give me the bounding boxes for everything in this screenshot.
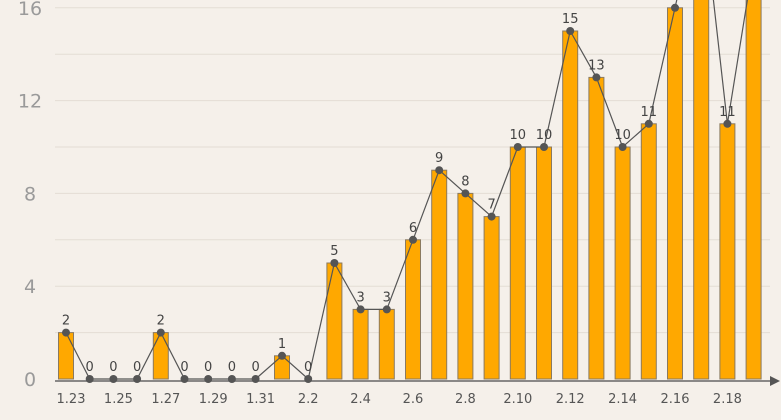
data-point <box>133 375 142 383</box>
data-label: 16 <box>667 0 684 4</box>
data-label: 0 <box>133 360 141 375</box>
data-point <box>644 119 653 128</box>
bar <box>405 239 421 380</box>
data-label: 10 <box>536 128 553 143</box>
data-point <box>409 235 417 244</box>
data-label: 0 <box>304 360 312 375</box>
x-tick-label: 1.23 <box>57 392 86 407</box>
data-point <box>109 375 118 383</box>
bar <box>562 30 579 380</box>
x-axis <box>55 376 780 386</box>
data-point <box>723 119 732 128</box>
data-point <box>671 3 679 12</box>
data-label: 3 <box>383 290 391 305</box>
data-point <box>62 328 70 337</box>
bar <box>667 7 683 380</box>
data-label: 2 <box>157 314 165 329</box>
data-point <box>180 375 189 383</box>
bar <box>719 123 736 380</box>
data-label: 0 <box>86 360 94 375</box>
x-tick-label: 1.25 <box>104 392 133 407</box>
data-point <box>566 27 575 35</box>
data-point <box>278 351 286 360</box>
data-point <box>330 259 339 267</box>
y-tick-label: 4 <box>24 276 36 298</box>
line-series <box>62 0 748 383</box>
x-tick-label: 2.16 <box>661 392 690 407</box>
data-point <box>85 375 94 383</box>
data-label: 0 <box>251 360 259 375</box>
series-line <box>65 0 748 381</box>
data-label: 2 <box>62 314 70 329</box>
bar <box>536 146 552 380</box>
data-point <box>618 143 627 151</box>
x-tick-label: 2.6 <box>403 392 424 407</box>
data-label: 8 <box>461 174 469 189</box>
y-tick-label: 8 <box>24 183 36 205</box>
data-point <box>592 73 601 82</box>
x-axis-arrow-icon <box>770 376 780 386</box>
data-label: 0 <box>109 360 117 375</box>
data-point <box>251 375 260 383</box>
x-tick-label: 1.31 <box>246 392 275 407</box>
x-tick-label: 1.29 <box>199 392 228 407</box>
data-point <box>487 212 496 221</box>
bar <box>693 0 710 380</box>
data-label: 0 <box>180 360 188 375</box>
data-label: 7 <box>487 198 495 213</box>
data-label: 1 <box>278 337 286 352</box>
bar <box>431 169 448 380</box>
data-point <box>304 375 313 383</box>
bar <box>588 76 605 380</box>
y-tick-label: 12 <box>18 91 42 113</box>
data-point <box>540 143 548 151</box>
x-tick-label: 2.2 <box>298 392 319 407</box>
data-point <box>513 143 522 151</box>
x-tick-label: 2.18 <box>713 392 742 407</box>
data-label: 10 <box>614 128 631 143</box>
data-label: 6 <box>409 221 417 236</box>
data-label: 0 <box>228 360 236 375</box>
data-labels: 2000200001053369871010151310111611 <box>62 0 736 375</box>
data-point <box>356 305 365 314</box>
bar <box>378 308 395 380</box>
data-label: 10 <box>510 128 527 143</box>
data-label: 13 <box>588 58 605 73</box>
y-tick-label: 0 <box>24 369 36 391</box>
bar <box>352 308 369 380</box>
bar <box>640 123 657 380</box>
bar <box>326 262 343 380</box>
data-label: 9 <box>435 151 443 166</box>
data-point <box>461 189 470 198</box>
data-point <box>227 375 236 383</box>
data-point <box>204 375 213 383</box>
data-point <box>156 328 165 337</box>
data-label: 0 <box>204 360 212 375</box>
bar <box>509 146 526 380</box>
data-label: 11 <box>641 105 658 120</box>
x-tick-label: 2.10 <box>503 392 532 407</box>
y-tick-label: 16 <box>18 0 42 20</box>
x-tick-label: 2.4 <box>350 392 371 407</box>
data-label: 3 <box>356 290 364 305</box>
bars <box>58 0 762 380</box>
data-point <box>382 305 391 314</box>
data-label: 15 <box>562 12 579 27</box>
bar <box>483 216 500 380</box>
x-tick-label: 2.8 <box>455 392 476 407</box>
bar <box>58 332 74 380</box>
data-point <box>435 166 444 175</box>
bar <box>614 146 631 380</box>
bar <box>745 0 762 380</box>
y-axis-ticks: 0 4 8 12 16 <box>18 0 42 391</box>
x-tick-label: 2.14 <box>608 392 637 407</box>
x-axis-ticks: 1.23 1.25 1.27 1.29 1.31 2.2 2.4 2.6 2.8 2.10 2.12… <box>57 392 742 407</box>
bar <box>152 332 169 380</box>
data-label: 5 <box>330 244 338 259</box>
bar <box>457 192 474 380</box>
x-tick-label: 2.12 <box>556 392 585 407</box>
data-label: 11 <box>719 105 736 120</box>
x-tick-label: 1.27 <box>151 392 180 407</box>
